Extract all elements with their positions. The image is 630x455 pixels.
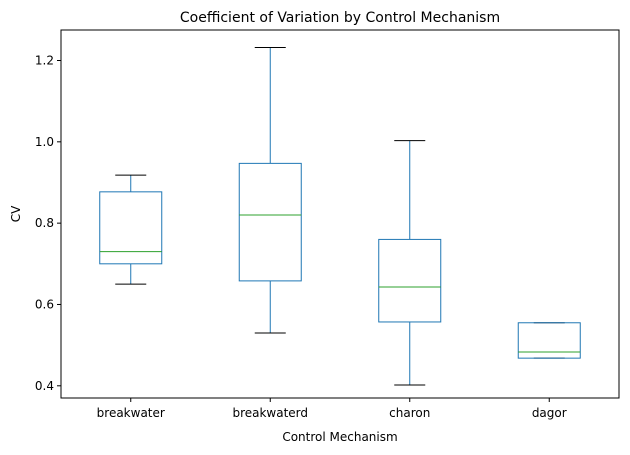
y-tick-label: 0.6 xyxy=(35,297,54,311)
y-tick-label: 0.8 xyxy=(35,216,54,230)
y-axis-label: CV xyxy=(9,205,23,222)
x-tick-label: breakwaterd xyxy=(232,406,308,420)
y-axis: 0.4 0.6 0.8 1.0 1.2 xyxy=(35,53,61,393)
x-tick-label: breakwater xyxy=(97,406,165,420)
x-axis: breakwater breakwaterd charon dagor xyxy=(97,398,567,420)
x-tick-label: charon xyxy=(389,406,430,420)
y-tick-label: 0.4 xyxy=(35,379,54,393)
box-iqr xyxy=(99,191,163,265)
chart-title: Coefficient of Variation by Control Mech… xyxy=(180,10,500,26)
box-iqr xyxy=(517,322,581,359)
y-tick-label: 1.2 xyxy=(35,53,54,67)
plot-frame xyxy=(60,29,620,399)
plot-area xyxy=(99,46,581,386)
y-tick-label: 1.0 xyxy=(35,135,54,149)
box-breakwaterd xyxy=(238,46,302,334)
x-axis-label: Control Mechanism xyxy=(282,430,397,444)
box-dagor xyxy=(517,322,581,359)
box-breakwater xyxy=(99,174,163,285)
box-iqr xyxy=(238,162,302,282)
box-iqr xyxy=(378,238,442,323)
box-charon xyxy=(378,140,442,386)
x-tick-label: dagor xyxy=(532,406,567,420)
